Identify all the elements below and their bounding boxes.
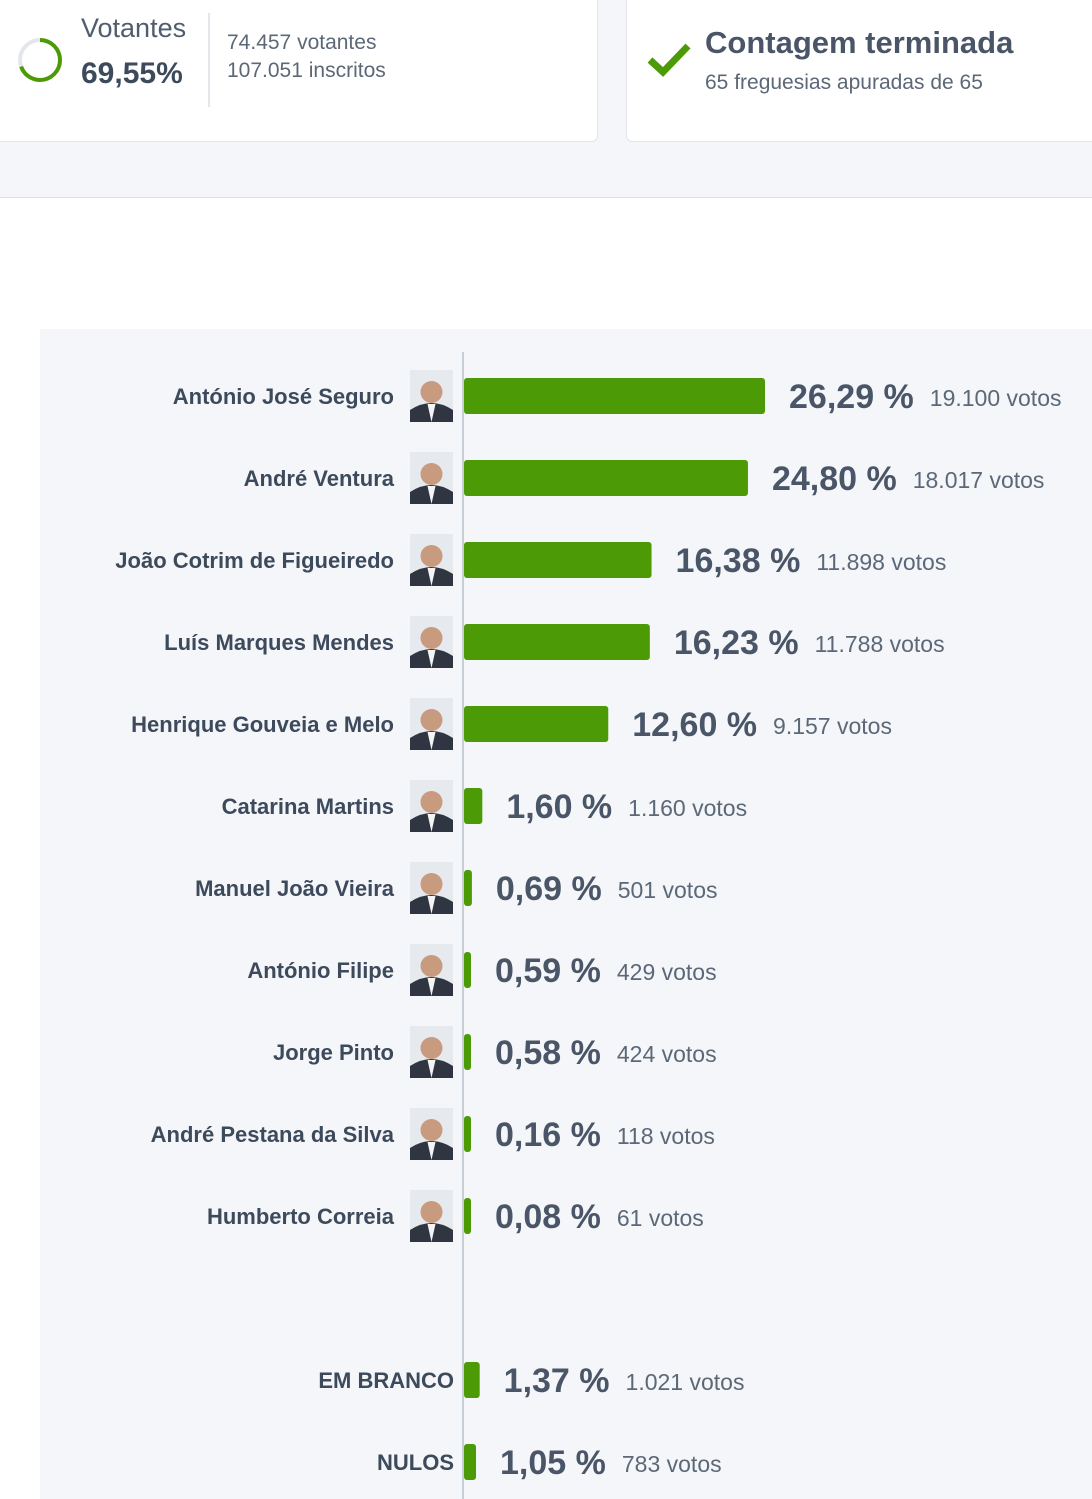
bar bbox=[464, 1444, 477, 1480]
votes-label: 501 votos bbox=[618, 877, 718, 903]
candidate-name: António Filipe bbox=[247, 958, 394, 983]
count-status-title: Contagem terminada bbox=[705, 25, 1014, 60]
bar bbox=[464, 542, 652, 578]
count-status-card: Contagem terminada 65 freguesias apurada… bbox=[626, 0, 1092, 142]
voters-count: 74.457 votantes bbox=[227, 31, 377, 54]
bar bbox=[464, 1362, 480, 1398]
candidate-avatar bbox=[410, 1108, 453, 1160]
candidate-name: António José Seguro bbox=[173, 384, 394, 409]
votes-label: 19.100 votos bbox=[930, 385, 1062, 411]
votes-label: 61 votos bbox=[617, 1205, 704, 1231]
percent-label: 24,80 % bbox=[772, 460, 897, 498]
candidate-avatar bbox=[410, 534, 453, 586]
votes-label: 424 votos bbox=[617, 1041, 717, 1067]
candidate-name: Jorge Pinto bbox=[273, 1040, 394, 1065]
votes-label: 11.898 votos bbox=[816, 549, 946, 575]
percent-label: 1,05 % bbox=[500, 1444, 606, 1482]
percent-label: 0,08 % bbox=[495, 1198, 601, 1236]
votes-label: 429 votos bbox=[617, 959, 717, 985]
bar bbox=[464, 1116, 471, 1152]
checkmark-icon bbox=[647, 43, 691, 77]
registered-count: 107.051 inscritos bbox=[227, 59, 386, 82]
votes-label: 783 votos bbox=[622, 1451, 722, 1477]
votes-label: 18.017 votos bbox=[913, 467, 1045, 493]
percent-label: 0,16 % bbox=[495, 1116, 601, 1154]
summary-band: Votantes 69,55% 74.457 votantes 107.051 … bbox=[0, 0, 1092, 198]
turnout-percent: 69,55% bbox=[81, 57, 183, 90]
candidate-avatar bbox=[410, 944, 453, 996]
turnout-card: Votantes 69,55% 74.457 votantes 107.051 … bbox=[0, 0, 598, 142]
percent-label: 1,60 % bbox=[506, 788, 612, 826]
bar bbox=[464, 1034, 471, 1070]
percent-label: 16,38 % bbox=[676, 542, 801, 580]
candidate-name: André Pestana da Silva bbox=[151, 1122, 395, 1147]
candidate-name: Humberto Correia bbox=[207, 1204, 395, 1229]
percent-label: 0,69 % bbox=[496, 870, 602, 908]
bar bbox=[464, 870, 472, 906]
bar bbox=[464, 1198, 471, 1234]
bar bbox=[464, 788, 483, 824]
candidate-name: Henrique Gouveia e Melo bbox=[131, 712, 394, 737]
percent-label: 0,58 % bbox=[495, 1034, 601, 1072]
candidate-avatar bbox=[410, 616, 453, 668]
votes-label: 9.157 votos bbox=[773, 713, 892, 739]
votes-label: 11.788 votos bbox=[815, 631, 945, 657]
count-status-subtitle: 65 freguesias apuradas de 65 bbox=[705, 71, 983, 94]
percent-label: 0,59 % bbox=[495, 952, 601, 990]
candidate-avatar bbox=[410, 1026, 453, 1078]
candidate-name: EM BRANCO bbox=[318, 1368, 454, 1393]
divider bbox=[208, 13, 210, 107]
candidate-name: Luís Marques Mendes bbox=[164, 630, 394, 655]
percent-label: 12,60 % bbox=[632, 706, 757, 744]
turnout-progress-icon bbox=[18, 38, 62, 82]
candidate-avatar bbox=[410, 780, 453, 832]
percent-label: 1,37 % bbox=[504, 1362, 610, 1400]
bar bbox=[464, 378, 766, 414]
turnout-label: Votantes bbox=[81, 13, 187, 43]
candidate-avatar bbox=[410, 452, 453, 504]
candidate-avatar bbox=[410, 862, 453, 914]
votes-label: 1.021 votos bbox=[626, 1369, 745, 1395]
candidate-name: Manuel João Vieira bbox=[195, 876, 395, 901]
candidate-name: André Ventura bbox=[244, 466, 395, 491]
votes-label: 1.160 votos bbox=[628, 795, 747, 821]
candidate-avatar bbox=[410, 698, 453, 750]
results-chart-panel bbox=[40, 329, 1092, 1499]
percent-label: 16,23 % bbox=[674, 624, 799, 662]
bar bbox=[464, 624, 650, 660]
candidate-avatar bbox=[410, 1190, 453, 1242]
votes-label: 118 votos bbox=[617, 1123, 715, 1149]
bar bbox=[464, 460, 748, 496]
bar bbox=[464, 952, 471, 988]
candidate-avatar bbox=[410, 370, 453, 422]
percent-label: 26,29 % bbox=[789, 378, 914, 416]
bar bbox=[464, 706, 609, 742]
candidate-name: João Cotrim de Figueiredo bbox=[115, 548, 394, 573]
candidate-name: Catarina Martins bbox=[222, 794, 394, 819]
candidate-name: NULOS bbox=[377, 1450, 454, 1475]
